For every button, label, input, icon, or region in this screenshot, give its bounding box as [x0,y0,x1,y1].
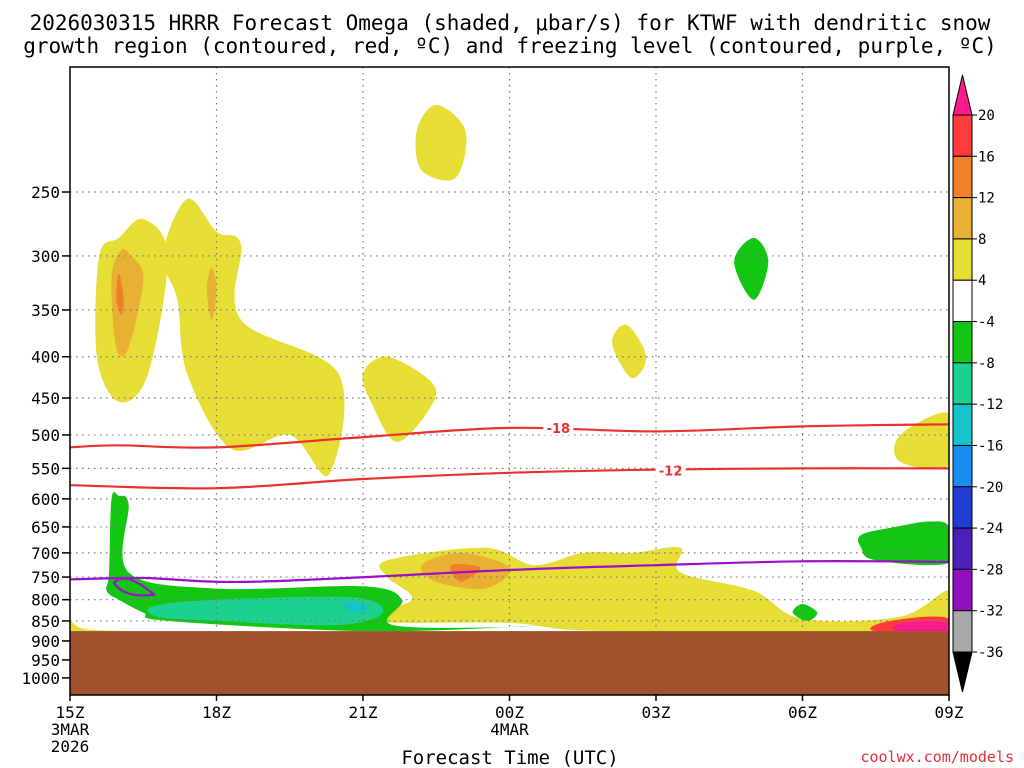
colorbar-label-20: 20 [978,108,995,124]
contour-label--12: -12 [659,464,683,479]
colorbar-block-12 [952,610,973,653]
x-tick-label-15Z: 15Z [56,703,85,722]
freezing-level-loop [112,577,157,597]
colorbar-label-8: 8 [978,232,986,248]
contour-line-0 [70,560,949,584]
x-sublabel-3MAR: 3MAR [51,720,90,739]
omega-region-20 [892,620,949,632]
omega-region-13 [106,492,544,632]
omega-region-3 [162,198,345,477]
colorbar-block-1 [952,155,973,199]
omega-region-12 [894,412,949,470]
omega-shading [70,104,949,635]
x-tick-label-09Z: 09Z [935,703,964,722]
contour-label-bg-1 [655,462,686,478]
y-tick-label-350: 350 [31,301,60,320]
colorbar-label--12: -12 [978,397,1003,413]
contour-line--12 [70,467,949,490]
omega-region-15 [343,601,368,613]
colorbar-block-11 [952,568,973,612]
colorbar-block-10 [952,527,973,570]
contour-label-bg-0 [543,419,574,435]
omega-region-18 [792,604,818,621]
omega-region-4 [206,267,217,320]
x-sublabel-4MAR: 4MAR [490,720,529,739]
colorbar-top-triangle [952,74,973,116]
omega-region-11 [70,620,129,632]
x-axis-label: Forecast Time (UTC) [401,747,618,768]
colorbar-label-16: 16 [978,149,995,165]
colorbar-block-7 [952,403,973,446]
y-tick-label-300: 300 [31,247,60,266]
x-tick-label-06Z: 06Z [788,703,817,722]
y-tick-label-800: 800 [31,591,60,610]
y-tick-label-500: 500 [31,426,60,445]
colorbar-label--16: -16 [978,438,1003,454]
terrain-fill [70,631,949,695]
y-tick-label-250: 250 [31,183,60,202]
y-tick-label-550: 550 [31,459,60,478]
y-tick-label-650: 650 [31,518,60,537]
y-tick-label-600: 600 [31,490,60,509]
y-tick-label-1000: 1000 [21,669,60,688]
y-axis: 2503003504004505005506006507007508008509… [21,183,70,688]
chart-title-line-2: growth region (contoured, red, ºC) and f… [23,34,997,58]
colorbar-block-4 [952,279,973,323]
colorbar-block-0 [952,114,973,157]
credit-text: coolwx.com/models [860,748,1014,766]
colorbar-label--36: -36 [978,645,1003,661]
contour-lines: -18 -12 [70,419,949,597]
y-tick-label-450: 450 [31,389,60,408]
y-tick-label-950: 950 [31,651,60,670]
omega-region-2 [116,273,124,315]
colorbar-block-6 [952,362,973,405]
colorbar-label--4: -4 [978,315,995,331]
y-tick-label-400: 400 [31,348,60,367]
colorbar-label--20: -20 [978,480,1003,496]
colorbar-label--28: -28 [978,562,1003,578]
x-tick-label-00Z: 00Z [495,703,524,722]
x-tick-label-03Z: 03Z [642,703,671,722]
plot-area: -18 -12 [69,66,950,696]
x-tick-label-18Z: 18Z [202,703,231,722]
colorbar-label--32: -32 [978,604,1003,620]
contour-line--18 [70,423,949,449]
colorbar-label--8: -8 [978,356,995,372]
colorbar-label-12: 12 [978,191,995,207]
chart-title-line-1: 2026030315 HRRR Forecast Omega (shaded, … [30,11,991,35]
omega-region-16 [734,237,769,300]
colorbar-block-5 [952,321,973,364]
x-sublabel-2026: 2026 [51,737,90,756]
contour-label--18: -18 [547,422,571,437]
y-tick-label-900: 900 [31,632,60,651]
omega-region-5 [415,104,467,181]
x-tick-label-21Z: 21Z [349,703,378,722]
colorbar: 20 16 12 8 4 -4 -8 -12 -16 -20 -24 -28 -32 -36 [952,74,1003,693]
colorbar-block-9 [952,486,973,529]
colorbar-block-3 [952,238,973,281]
y-tick-label-750: 750 [31,568,60,587]
colorbar-label-4: 4 [978,273,986,289]
omega-region-6 [362,356,437,442]
omega-region-7 [612,324,647,379]
colorbar-label--24: -24 [978,521,1003,537]
y-tick-label-850: 850 [31,612,60,631]
colorbar-block-2 [952,197,973,240]
y-tick-label-700: 700 [31,544,60,563]
colorbar-bottom-triangle [952,651,973,693]
colorbar-block-8 [952,444,973,488]
omega-region-17 [857,521,949,566]
omega-region-14 [147,596,384,626]
